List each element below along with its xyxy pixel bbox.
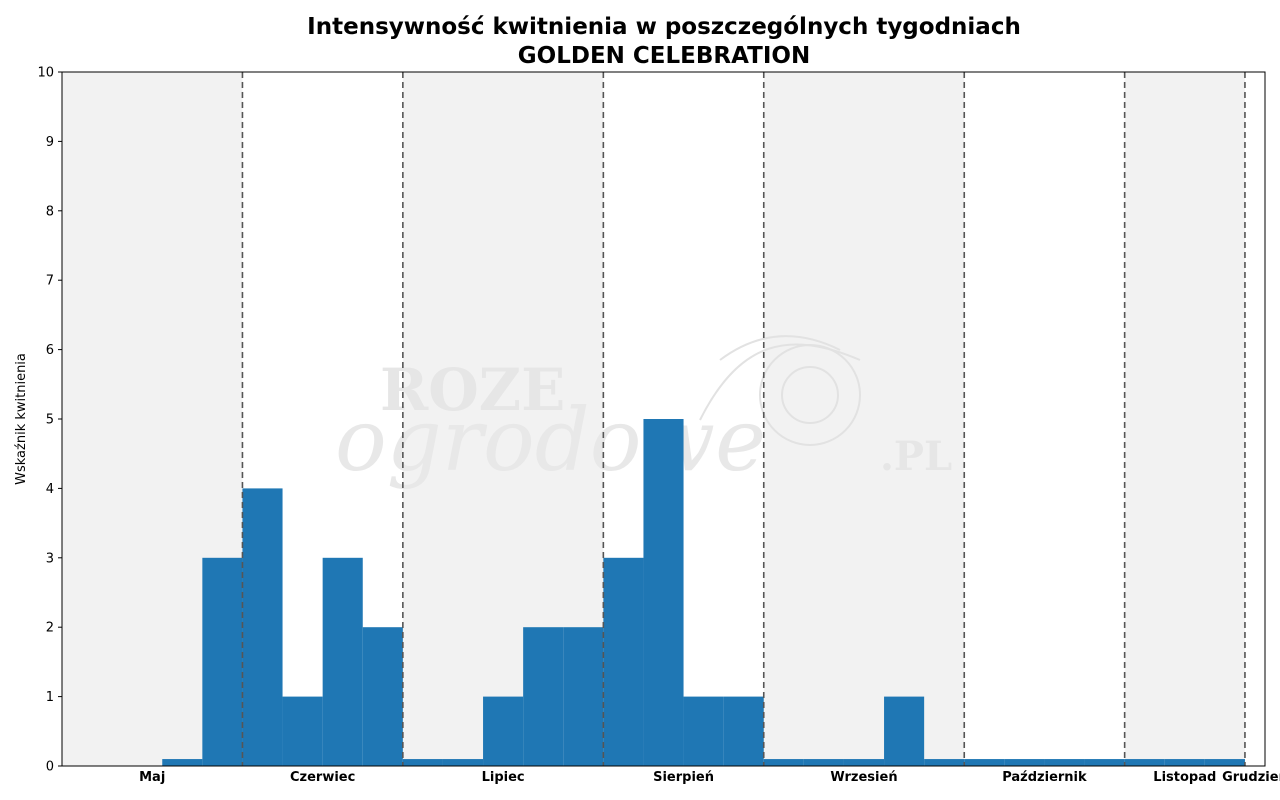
y-tick-label: 1	[46, 690, 54, 705]
month-labels: Maj Czerwiec Lipiec Sierpień Wrzesień Paździe…	[139, 770, 1280, 785]
bar	[964, 759, 1005, 766]
bar	[402, 759, 443, 766]
bar	[563, 627, 604, 766]
month-label: Sierpień	[653, 770, 714, 785]
bar	[1044, 759, 1085, 766]
month-bands	[62, 72, 1245, 766]
chart-title: Intensywność kwitnienia w poszczególnych…	[307, 14, 1021, 40]
bar	[362, 627, 403, 766]
bar	[723, 696, 764, 766]
bar	[1164, 759, 1205, 766]
month-label: Grudzień	[1222, 770, 1280, 785]
month-label: Czerwiec	[290, 770, 355, 785]
y-axis: 0 1 2 3 4 5 6 7 8 9 10	[37, 66, 62, 775]
bar	[763, 759, 804, 766]
y-tick-label: 4	[46, 482, 54, 497]
y-tick-label: 10	[37, 66, 54, 81]
watermark-text-2: ogrodowe	[335, 391, 766, 491]
y-tick-label: 0	[46, 760, 54, 775]
bars	[162, 419, 1245, 766]
bar	[483, 696, 524, 766]
bar	[683, 696, 724, 766]
y-tick-label: 6	[46, 343, 54, 358]
bar	[803, 759, 844, 766]
bar	[884, 696, 925, 766]
bar	[282, 696, 323, 766]
watermark-text-3: .PL	[880, 433, 952, 480]
watermark-text-1: ROZE	[380, 356, 565, 424]
month-separators	[241, 72, 1246, 766]
bar	[1084, 759, 1125, 766]
bar	[1124, 759, 1165, 766]
y-axis-label: Wskaźnik kwitnienia	[14, 353, 29, 485]
bar	[202, 557, 243, 766]
month-label: Maj	[139, 770, 165, 785]
bar	[322, 557, 363, 766]
watermark: ROZE ogrodowe .PL	[335, 335, 952, 491]
bar	[843, 759, 885, 766]
bar	[523, 627, 564, 766]
chart-subtitle: GOLDEN CELEBRATION	[518, 43, 810, 69]
y-tick-label: 9	[46, 135, 54, 150]
month-label: Wrzesień	[830, 770, 897, 785]
month-band	[1124, 72, 1245, 766]
y-tick-label: 8	[46, 204, 54, 219]
y-tick-label: 7	[46, 274, 54, 289]
bar	[643, 419, 684, 766]
watermark-flower-icon	[699, 335, 861, 446]
bar	[924, 759, 965, 766]
y-tick-label: 2	[46, 621, 54, 636]
bar	[242, 488, 283, 766]
bar	[162, 759, 203, 766]
bar	[603, 557, 644, 766]
bar	[1004, 759, 1045, 766]
y-tick-label: 3	[46, 551, 54, 566]
bar	[1204, 759, 1245, 766]
bar	[442, 759, 484, 766]
month-label: Lipiec	[482, 770, 525, 785]
month-label: Listopad	[1153, 770, 1216, 785]
month-label: Październik	[1002, 770, 1087, 785]
y-tick-label: 5	[46, 413, 54, 428]
